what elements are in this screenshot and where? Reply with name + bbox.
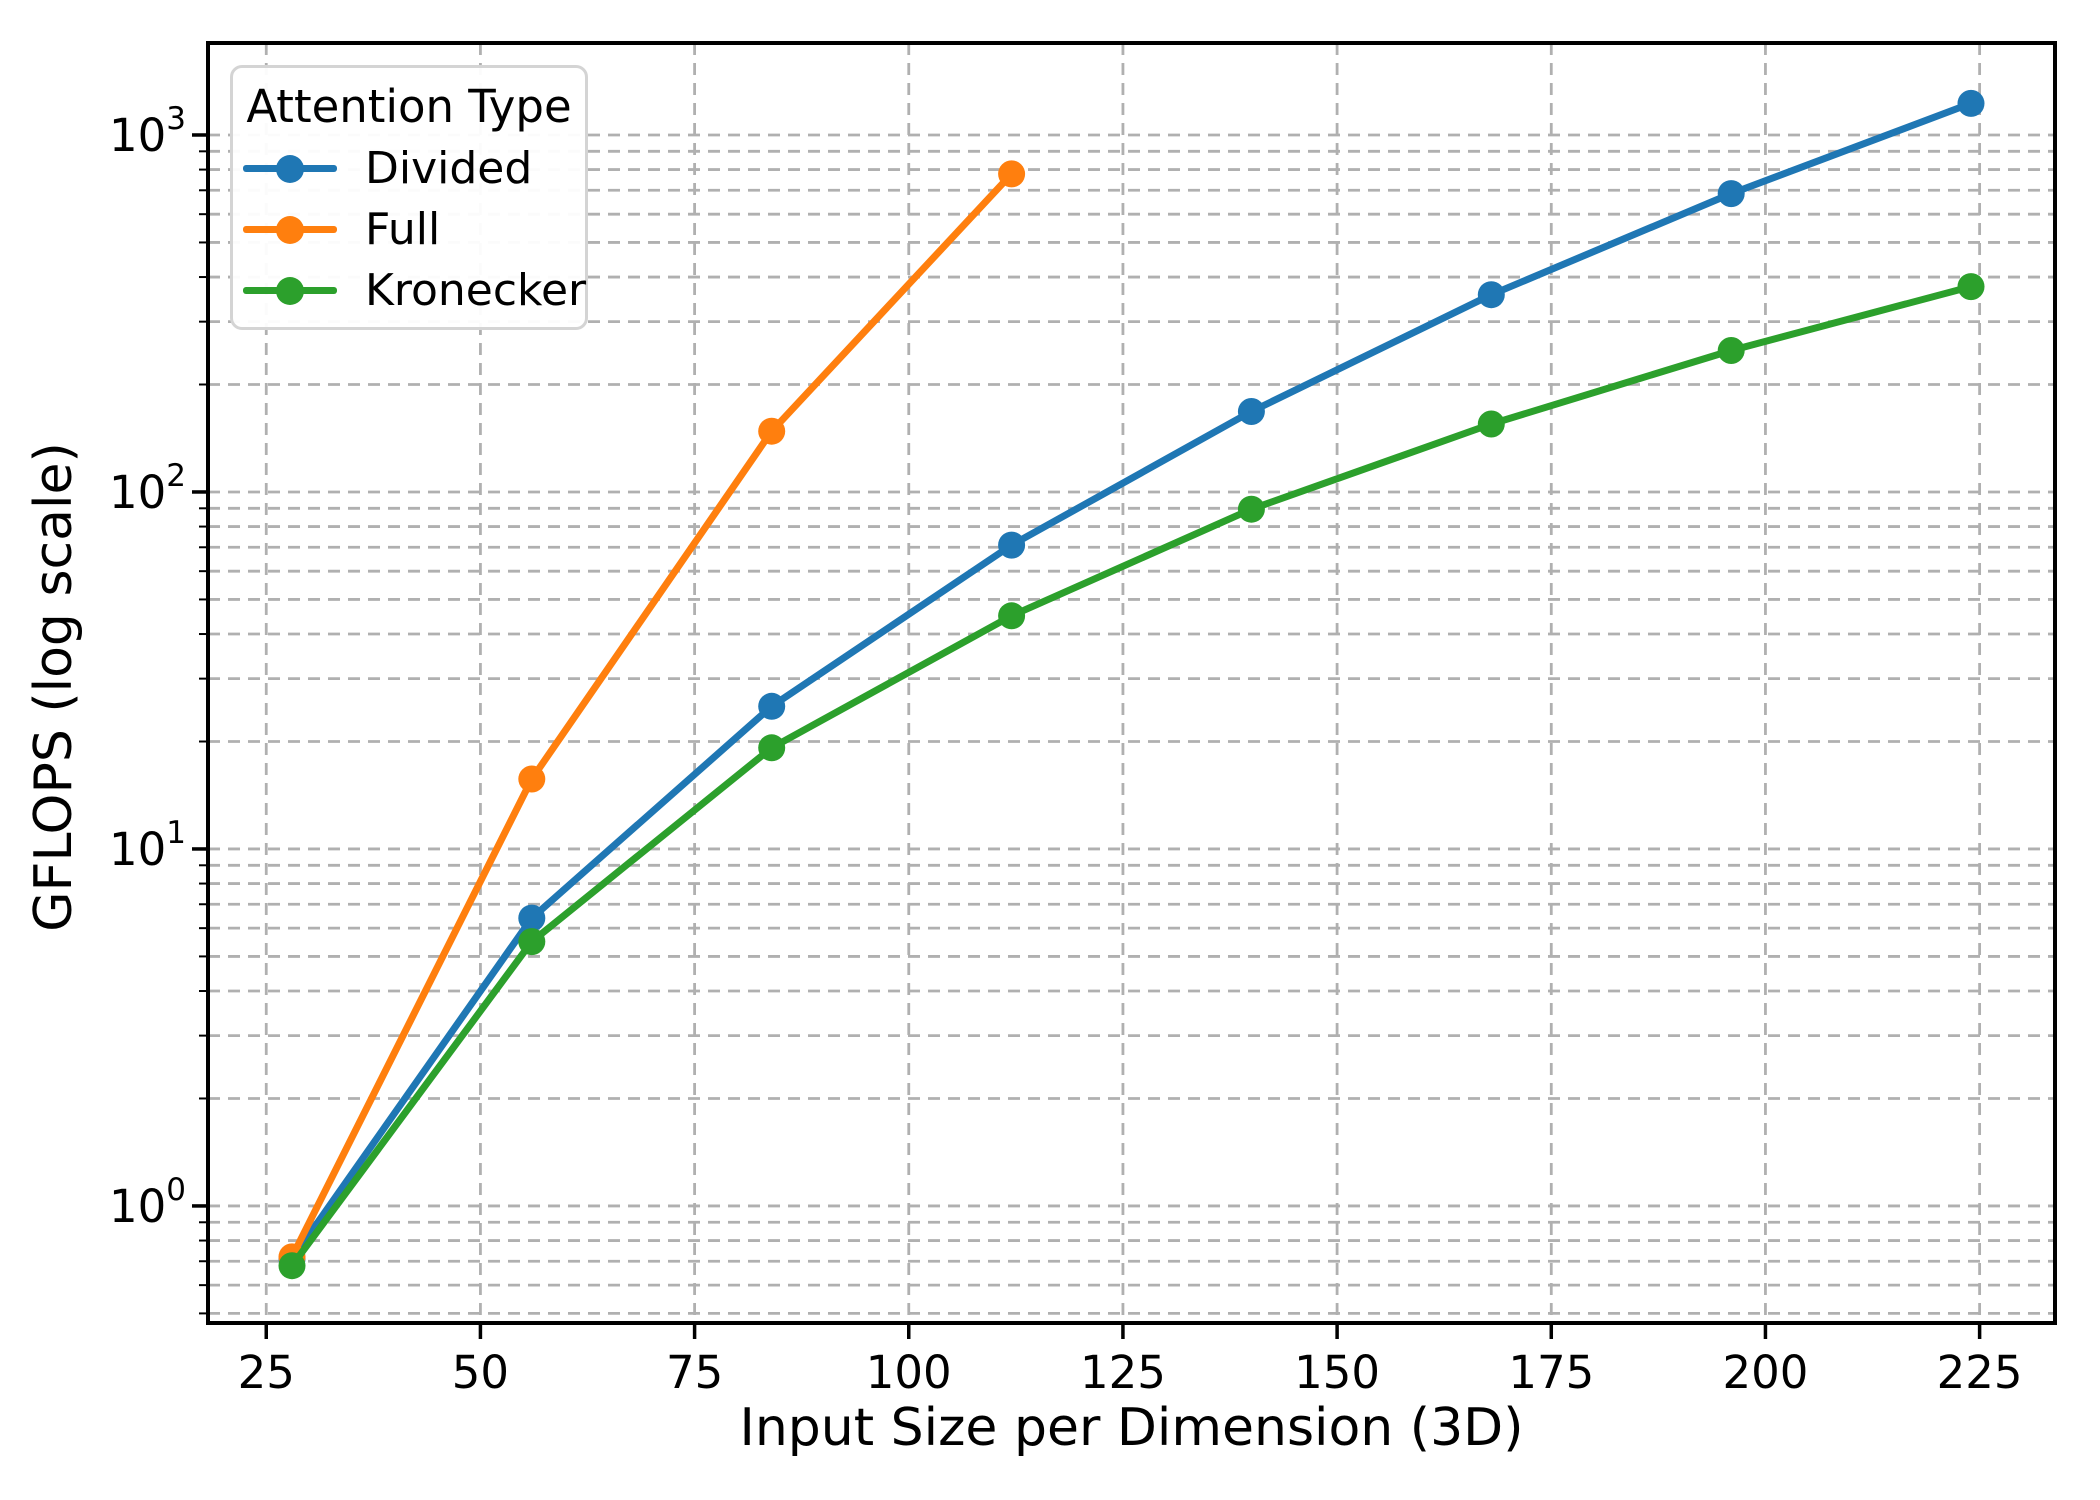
y-tick-label: 101 <box>109 815 186 876</box>
data-point-kronecker <box>1237 495 1265 523</box>
data-point-kronecker <box>998 602 1026 630</box>
series-line-divided <box>288 99 1975 1263</box>
series-line-kronecker <box>288 283 1975 1270</box>
legend-line-marker-swatch <box>243 215 337 244</box>
data-point-kronecker <box>758 734 786 762</box>
legend-marker-sample <box>276 276 304 305</box>
series-line-full <box>288 170 1016 1261</box>
data-point-divided <box>518 904 546 932</box>
x-tick-label: 75 <box>666 1346 723 1399</box>
data-point-full <box>758 417 786 445</box>
legend-marker-sample <box>276 215 304 244</box>
data-point-full <box>518 765 546 793</box>
data-point-kronecker <box>278 1252 306 1280</box>
data-point-divided <box>758 692 786 720</box>
legend-line-marker-swatch <box>243 154 337 183</box>
data-point-kronecker <box>1957 273 1985 301</box>
y-tick-label: 100 <box>109 1172 186 1233</box>
x-tick-label: 225 <box>1937 1346 2023 1399</box>
data-point-divided <box>1477 281 1505 309</box>
x-tick-label: 25 <box>238 1346 295 1399</box>
axes-spines <box>206 41 2057 1325</box>
data-point-kronecker <box>1717 337 1745 364</box>
y-tick-label: 103 <box>109 101 186 162</box>
y-axis-label: GFLOPS (log scale) <box>24 442 84 932</box>
legend-label: Kronecker <box>365 265 587 316</box>
data-point-kronecker <box>518 928 546 956</box>
x-tick-label: 175 <box>1508 1346 1594 1399</box>
data-point-full <box>998 160 1026 188</box>
legend: Attention Type Divided Full Kronecker <box>230 65 588 330</box>
x-tick-label: 150 <box>1294 1346 1380 1399</box>
legend-title: Attention Type <box>246 80 572 133</box>
legend-entries: Divided Full Kronecker <box>233 138 587 321</box>
legend-entry-full: Full <box>233 199 585 260</box>
legend-line-marker-swatch <box>243 276 337 305</box>
legend-label: Full <box>365 204 441 255</box>
data-point-divided <box>1957 89 1985 117</box>
legend-entry-kronecker: Kronecker <box>233 260 587 321</box>
x-tick-label: 50 <box>452 1346 509 1399</box>
x-tick-label: 125 <box>1080 1346 1166 1399</box>
y-tick-label: 102 <box>109 458 186 519</box>
data-point-divided <box>1237 398 1265 425</box>
legend-entry-divided: Divided <box>233 138 585 199</box>
x-tick-label: 100 <box>866 1346 952 1399</box>
legend-label: Divided <box>365 143 533 194</box>
data-point-divided <box>998 531 1026 559</box>
x-axis-label: Input Size per Dimension (3D) <box>739 1398 1524 1458</box>
data-point-divided <box>1717 180 1745 208</box>
legend-marker-sample <box>276 154 304 183</box>
data-point-kronecker <box>1477 410 1505 438</box>
x-tick-label: 200 <box>1722 1346 1808 1399</box>
